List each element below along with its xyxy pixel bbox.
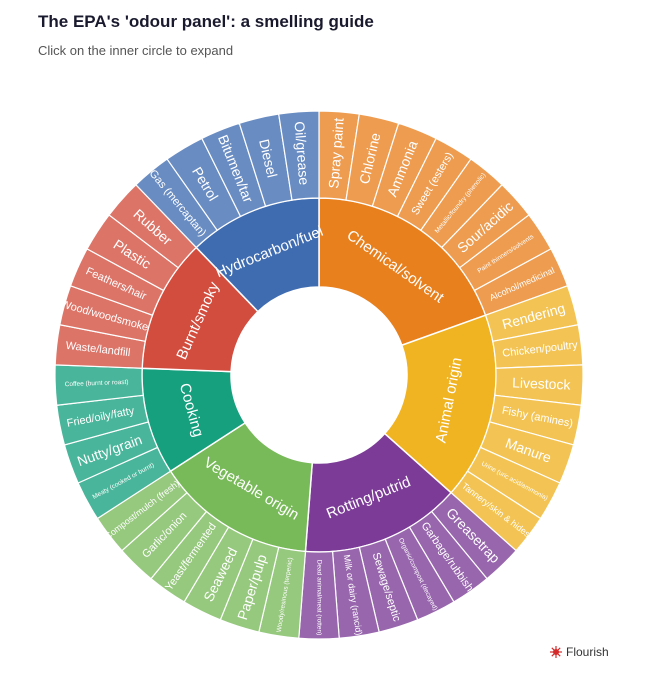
flourish-credit[interactable]: Flourish <box>550 645 609 659</box>
flourish-logo-icon <box>550 646 562 658</box>
chart-title: The EPA's 'odour panel': a smelling guid… <box>38 12 374 31</box>
inner-ring <box>141 197 497 553</box>
subcategory-oil-grease[interactable] <box>278 110 320 201</box>
chart-subtitle: Click on the inner circle to expand <box>38 43 234 58</box>
outer-ring <box>54 110 584 640</box>
credit-label: Flourish <box>566 645 609 659</box>
